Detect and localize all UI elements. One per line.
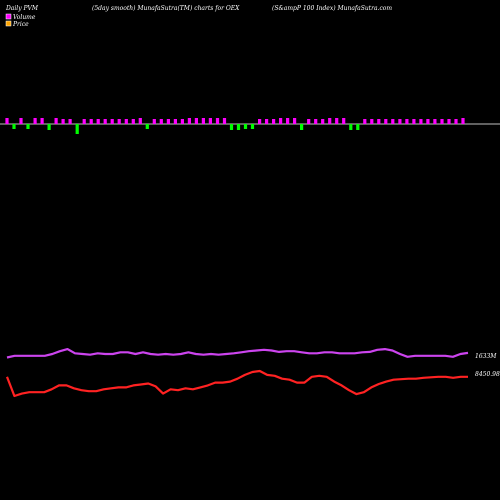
legend-volume-label: Volume — [13, 14, 36, 21]
volume-bar — [173, 119, 177, 124]
volume-bar — [208, 118, 212, 124]
volume-bar — [272, 119, 276, 124]
volume-bar — [145, 124, 149, 129]
volume-bar — [222, 118, 227, 124]
volume-bar — [405, 119, 409, 124]
volume-bar — [236, 124, 241, 130]
volume-bar — [321, 119, 325, 124]
volume-bar — [215, 118, 220, 124]
volume-bars — [5, 118, 465, 134]
volume-bar — [250, 124, 255, 129]
volume-bar — [328, 118, 332, 124]
volume-bar — [180, 119, 184, 124]
volume-bar — [433, 119, 437, 124]
volume-bar — [279, 118, 283, 124]
legend-price-swatch — [5, 20, 12, 27]
volume-bar — [356, 124, 360, 130]
volume-bar — [447, 119, 451, 124]
header-left: Daily PVM — [5, 5, 39, 12]
volume-bar — [159, 119, 163, 124]
volume-bar — [117, 119, 121, 124]
header-center: (5day smooth) MunafaSutra(TM) charts for… — [92, 5, 240, 12]
volume-bar — [258, 119, 262, 124]
volume-bar — [103, 119, 107, 124]
volume-bar — [307, 119, 311, 124]
volume-bar — [47, 124, 51, 130]
volume-bar — [412, 119, 416, 124]
price-end-label: 8450.98 — [475, 371, 500, 378]
volume-bar — [300, 124, 304, 130]
volume-bar — [12, 124, 16, 129]
volume-bar — [440, 119, 444, 124]
price-line — [5, 369, 468, 398]
volume-bar — [26, 124, 30, 129]
volume-bar — [265, 119, 269, 124]
volume-bar — [110, 119, 114, 124]
volume-bar — [89, 119, 93, 124]
volume-bar — [363, 119, 367, 124]
legend-price-label: Price — [12, 21, 29, 28]
volume-bar — [131, 119, 135, 124]
volume-bar — [314, 119, 318, 124]
volume-bar — [342, 118, 346, 124]
volume-bar — [426, 119, 430, 124]
volume-bar — [454, 119, 458, 124]
volume-bar — [461, 118, 465, 124]
volume-bar — [68, 119, 72, 124]
volume-bar — [96, 119, 100, 124]
volume-bar — [384, 119, 388, 124]
volume-bar — [194, 118, 198, 124]
volume-bar — [370, 119, 374, 124]
legend-volume-swatch — [5, 13, 12, 20]
volume-bar — [33, 118, 37, 124]
volume-bar — [124, 119, 128, 124]
volume-line — [6, 348, 469, 359]
volume-end-label: 1633M — [475, 353, 497, 360]
volume-bar — [61, 119, 65, 124]
volume-bar — [335, 118, 339, 124]
volume-bar — [201, 118, 205, 124]
header-right: (S&ampP 100 Index) MunafaSutra.com — [272, 5, 392, 12]
volume-bar — [138, 118, 142, 124]
volume-bar — [398, 119, 402, 124]
volume-bar — [40, 118, 44, 124]
volume-bar — [419, 119, 423, 124]
volume-bar — [19, 118, 23, 124]
volume-bar — [82, 119, 86, 124]
volume-bar — [187, 118, 191, 124]
volume-bar — [286, 118, 290, 124]
volume-bar — [377, 119, 381, 124]
volume-bar — [152, 119, 156, 124]
volume-bar — [293, 118, 297, 124]
volume-bar — [54, 118, 58, 124]
volume-bar — [5, 118, 9, 124]
volume-bar — [229, 124, 234, 130]
volume-bar — [166, 119, 170, 124]
volume-bar — [391, 119, 395, 124]
volume-bar — [75, 124, 79, 134]
volume-bar — [243, 124, 248, 129]
volume-bar — [349, 124, 353, 130]
